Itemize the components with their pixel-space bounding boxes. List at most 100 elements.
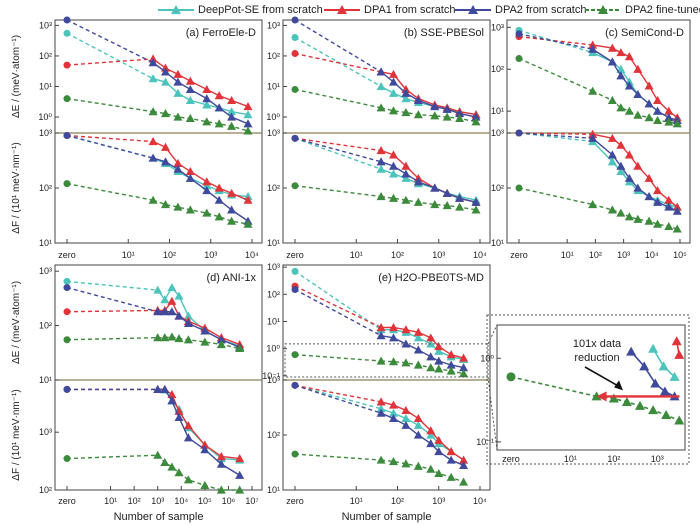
panel-e-energy-dpa1-point bbox=[413, 327, 423, 336]
panel-d-x-label: Number of sample bbox=[114, 511, 204, 523]
panel-a-energy-deeppot-zero-point bbox=[63, 29, 71, 37]
panel-a-energy-y-tick-label: 10⁰ bbox=[38, 112, 52, 122]
panel-b-force-dpa2-ft-point bbox=[471, 205, 481, 214]
reduction-annotation-line-1: 101x data bbox=[573, 338, 622, 350]
inset-dpa2-ft-zero-link bbox=[510, 376, 597, 398]
legend-marker-dpa1 bbox=[324, 5, 360, 14]
panel-a-energy-dpa1-zero-point bbox=[63, 61, 71, 69]
panel-e-force-deeppot-point bbox=[426, 430, 436, 439]
panel-c-force-y-tick-label: 10³ bbox=[491, 128, 504, 138]
panel-c-x-tick-label: zero bbox=[510, 250, 528, 260]
panel-e-x-tick-label: 10¹ bbox=[350, 496, 363, 506]
panel-e-x-tick-label: 10³ bbox=[432, 496, 445, 506]
panel-a-force-dpa1-point bbox=[214, 183, 224, 192]
panel-a-force-y-label: ΔF / (10¹ meV·nm⁻¹) bbox=[11, 142, 22, 233]
panel-d-energy-dpa2-ft-point bbox=[235, 343, 245, 353]
inset-dpa2-point bbox=[639, 361, 650, 371]
panel-c-force-dpa2-zero-point bbox=[515, 129, 523, 137]
panel-a-force-dpa2-ft-point bbox=[243, 219, 253, 228]
panel-d-force-dpa2-point bbox=[160, 384, 170, 394]
panel-d-energy-deeppot-point bbox=[160, 295, 170, 304]
panel-e-force-dpa2-ft-point bbox=[413, 461, 423, 470]
panel-d-energy-dpa2-ft-zero-point bbox=[63, 336, 71, 344]
panel-d-force-dpa1-point bbox=[200, 440, 210, 449]
panel-c-force-y-tick-label: 10¹ bbox=[491, 238, 504, 248]
panel-b-force-dpa2-ft-point bbox=[442, 201, 452, 210]
panel-e-energy-dpa2-point bbox=[413, 345, 423, 354]
panel-a-energy-dpa2-point bbox=[202, 94, 212, 103]
panel-e-energy-dpa2-ft-point bbox=[434, 364, 444, 373]
panel-d-x-tick-label: 10² bbox=[128, 496, 141, 506]
panel-a-force-dpa2-point bbox=[227, 205, 237, 214]
panel-b-energy-dpa2-ft-zero-link bbox=[294, 88, 382, 109]
panel-b-force-deeppot-point bbox=[376, 164, 386, 173]
panel-d-x-tick-label: 10³ bbox=[151, 496, 164, 506]
panel-c-title: (c) SemiCond-D bbox=[605, 27, 684, 39]
panel-d-energy-dpa2-ft-point bbox=[200, 337, 210, 346]
panel-c-force-dpa2-ft-zero-link bbox=[518, 187, 593, 206]
panel-c-force-dpa2-ft-point bbox=[607, 205, 617, 214]
panel-d-energy-deeppot-point bbox=[153, 285, 163, 294]
panel-d-force-dpa2-point bbox=[174, 412, 184, 422]
panel-c-energy-dpa2-ft-point bbox=[672, 119, 682, 128]
panel-d-force-dpa2-ft-zero-link bbox=[66, 454, 158, 460]
panel-e-energy-deeppot-zero-link bbox=[294, 270, 382, 331]
panel-a-energy-dpa2-point bbox=[243, 119, 253, 128]
panel-c-energy-dpa2-point bbox=[607, 57, 617, 66]
inset-deeppot-point bbox=[669, 371, 680, 381]
panel-c-energy-dpa2-point bbox=[624, 81, 634, 90]
panel-c-force-dpa1-point bbox=[588, 129, 598, 138]
panel-c-force-dpa2-point bbox=[664, 202, 674, 211]
panel-e-force-dpa2-ft-point bbox=[434, 468, 444, 478]
panel-b-energy-dpa2-ft-point bbox=[401, 108, 411, 117]
panel-d-force-dpa2-point bbox=[235, 470, 245, 479]
panel-b-energy-dpa2-ft-point bbox=[455, 113, 465, 123]
panel-d-energy-y-tick-label: 10¹ bbox=[39, 375, 52, 385]
panel-d-energy-deeppot-zero-point bbox=[63, 277, 71, 285]
panel-e-x-tick-label: 10⁴ bbox=[473, 496, 487, 506]
panel-a-energy-dpa1-point bbox=[185, 76, 195, 85]
panel-d-force-dpa1-point bbox=[235, 454, 245, 463]
panel-c-x-tick-label: 10¹ bbox=[561, 250, 574, 260]
panel-b-energy-dpa2-ft-point bbox=[389, 106, 399, 115]
panel-a-force-dpa2-ft-point bbox=[214, 212, 224, 221]
panel-d-force-dpa2-ft-point bbox=[216, 485, 226, 494]
panel-b-energy-dpa2-point bbox=[413, 95, 423, 105]
panel-e-energy-dpa1-point bbox=[401, 325, 411, 334]
reduction-arrow-head bbox=[596, 391, 607, 402]
panel-e-force-deeppot-point bbox=[376, 404, 386, 413]
panel-c-force-dpa2-ft-point bbox=[633, 214, 643, 223]
inset-dpa2-ft-zero-point bbox=[506, 372, 516, 382]
panel-d-energy-deeppot-zero-link bbox=[66, 280, 158, 291]
panel-c-force-dpa2-point bbox=[672, 206, 682, 215]
panel-c-energy-y-tick-label: 10² bbox=[491, 64, 504, 74]
panel-b-energy-dpa2-zero-link bbox=[294, 19, 382, 73]
panel-b-force-dpa2-point bbox=[430, 183, 440, 192]
panel-a-energy-dpa1-point bbox=[243, 102, 253, 111]
panel-d-energy-dpa2-ft-point bbox=[160, 333, 170, 342]
panel-b-energy-dpa2-point bbox=[376, 67, 386, 76]
panel-d-force-dpa2-point bbox=[216, 459, 226, 468]
panel-b-energy-dpa2-ft-zero-point bbox=[291, 85, 299, 93]
panel-b-energy-dpa1-zero-link bbox=[294, 52, 382, 73]
panel-c-force-y-tick-label: 10² bbox=[491, 183, 504, 193]
panel-e-energy-dpa2-point bbox=[446, 360, 456, 369]
panel-b-energy-deeppot-point bbox=[401, 94, 411, 103]
panel-e-energy-dpa2-ft-point bbox=[413, 360, 423, 369]
panel-a-energy-dpa2-ft-point bbox=[161, 109, 171, 118]
panel-e-force-dpa2-point bbox=[376, 408, 386, 417]
panel-a-force-dpa2-ft-point bbox=[185, 205, 195, 214]
panel-d-x-tick-label: 10⁶ bbox=[222, 496, 236, 506]
panel-a-energy-dpa1-zero-link bbox=[66, 58, 154, 66]
panel-e-force-dpa1-zero-link bbox=[294, 384, 382, 403]
panel-b-force-y-tick-label: 10² bbox=[267, 183, 280, 193]
panel-c-x-tick-label: 10⁴ bbox=[645, 250, 659, 260]
panel-c-force-dpa2-ft-point bbox=[616, 208, 626, 217]
panel-c-force-dpa2-ft-zero-point bbox=[515, 184, 523, 192]
panel-e-x-tick-label: 10² bbox=[391, 496, 404, 506]
panel-a-energy-y-tick-label: 10³ bbox=[39, 20, 52, 30]
panel-e-force-dpa1-point bbox=[446, 447, 456, 456]
panel-d-energy-dpa2-line bbox=[157, 311, 240, 348]
panel-b-force-dpa2-point bbox=[471, 197, 481, 206]
panel-d-energy-dpa2-point bbox=[174, 311, 184, 320]
